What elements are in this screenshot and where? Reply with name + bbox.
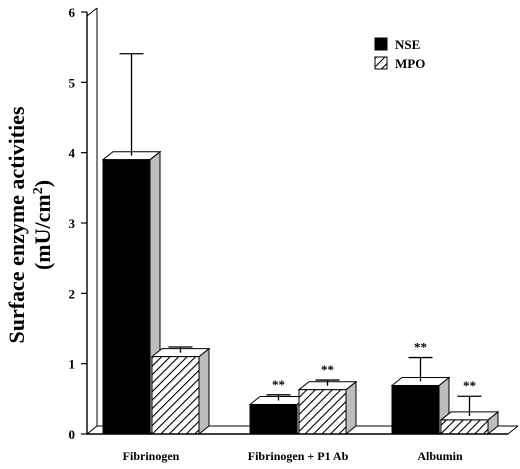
bar [151,356,200,435]
x-axis: Fibrinogen Fibrinogen + P1 Ab Albumin [87,433,508,463]
significance-label: ** [463,378,476,393]
y-axis-label: Surface enzyme activities [4,106,29,343]
x-tick-label: Fibrinogen + P1 Ab [248,449,349,463]
y-axis-units-sup: 2 [31,187,46,194]
y-axis-units-text: (mU/cm [30,194,55,270]
bars: ** ** ** ** [101,53,500,436]
bar-side [198,347,210,436]
legend-label: MPO [395,56,425,71]
x-tick-label: Albumin [417,449,463,463]
significance-label: ** [321,362,334,377]
y-axis-units-close: ) [30,180,55,187]
y-tick-label: 5 [69,75,76,90]
legend-label: NSE [395,37,420,52]
floor-right-edge [507,425,519,435]
bar [440,419,489,435]
y-axis: 0 1 2 3 4 5 6 [69,5,88,442]
bar-side [345,380,357,436]
wall-top-edge [86,7,98,17]
legend: NSE MPO [374,37,425,71]
bar [391,384,440,435]
bar [249,403,298,435]
y-tick-label: 3 [69,216,76,231]
bar [298,389,347,435]
significance-label: ** [272,377,285,392]
x-tick-label: Fibrinogen [123,449,180,463]
legend-swatch [374,37,388,51]
legend-swatch [374,56,388,70]
y-tick-label: 2 [69,286,76,301]
significance-label: ** [414,340,427,355]
y-tick-label: 0 [69,427,76,442]
bar [102,159,151,435]
y-axis-label-units: (mU/cm2) [30,180,55,270]
y-tick-label: 6 [69,5,76,20]
y-tick-label: 4 [69,146,76,161]
floor-left-edge [86,425,98,435]
y-tick-label: 1 [69,357,76,372]
